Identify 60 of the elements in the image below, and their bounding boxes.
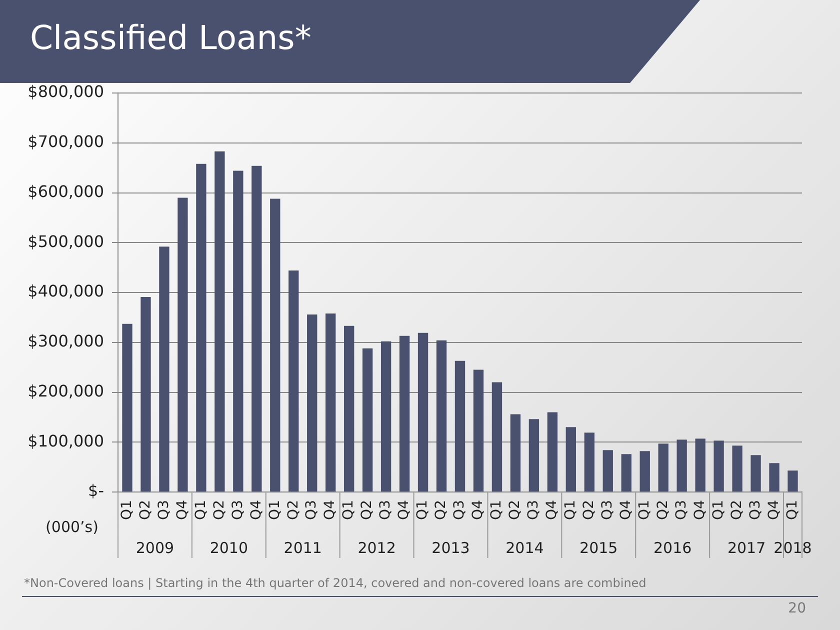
x-tick-label: Q3 (747, 500, 764, 520)
x-tick-label: Q4 (618, 500, 634, 520)
x-tick-label: Q1 (636, 500, 653, 520)
x-tick-label: Q2 (211, 500, 228, 520)
x-tick-label: Q2 (654, 500, 671, 520)
text: 2009 (136, 538, 174, 557)
y-tick-label: $800,000 (28, 82, 104, 102)
y-tick-label: $100,000 (28, 431, 104, 450)
x-tick-label: Q4 (248, 500, 264, 520)
y-tick-label: $500,000 (28, 232, 104, 251)
x-tick-label: Q3 (452, 500, 468, 520)
x-tick-label: Q1 (414, 500, 431, 520)
x-tick-label: Q2 (728, 500, 745, 520)
x-tick-label: Q2 (285, 500, 302, 520)
x-tick-label: Q1 (488, 500, 505, 520)
chart-title: Classified Loans* (30, 18, 312, 57)
y-tick-label: $- (88, 481, 104, 500)
x-tick-label: Q4 (396, 500, 412, 520)
text: 2014 (506, 538, 544, 557)
x-tick-label: Q1 (340, 500, 357, 520)
x-tick-label: Q4 (544, 500, 560, 520)
x-tick-label: Q1 (192, 500, 209, 520)
text: 2015 (580, 538, 618, 557)
x-tick-label: Q3 (230, 500, 246, 520)
text: 2010 (210, 538, 248, 557)
x-tick-label: Q4 (174, 500, 190, 520)
x-tick-label: Q4 (322, 500, 338, 520)
y-tick-label: $200,000 (28, 381, 104, 400)
x-tick-label: Q1 (562, 500, 579, 520)
x-tick-label: Q2 (581, 500, 598, 520)
x-tick-label: Q1 (118, 500, 135, 520)
text: 2011 (284, 538, 322, 557)
x-tick-label: Q2 (137, 500, 154, 520)
text: 2016 (654, 538, 692, 557)
x-tick-label: Q1 (266, 500, 283, 520)
x-tick-label: Q3 (600, 500, 616, 520)
x-tick-label: Q2 (507, 500, 524, 520)
y-axis-title: (000’s) (46, 518, 98, 536)
x-tick-label: Q3 (304, 500, 320, 520)
y-tick-label: $600,000 (28, 182, 104, 201)
x-tick-label: Q4 (470, 500, 486, 520)
y-tick-label: $300,000 (28, 332, 104, 351)
x-tick-label: Q1 (784, 500, 800, 520)
x-tick-label: Q3 (378, 500, 394, 520)
y-tick-label: $700,000 (28, 132, 104, 152)
y-tick-label: $400,000 (28, 282, 104, 301)
text: 20 (788, 600, 806, 617)
text: *Non-Covered loans | Starting in the 4th quarter of 2014, covered and non-covered loans are combined (24, 576, 646, 590)
x-tick-label: Q3 (526, 500, 542, 520)
text: 2018 (774, 538, 812, 557)
x-tick-label: Q4 (766, 500, 782, 520)
x-tick-label: Q4 (692, 500, 708, 520)
x-tick-label: Q2 (433, 500, 450, 520)
x-tick-label: Q3 (156, 500, 172, 520)
text: 2017 (727, 538, 766, 557)
text: 2013 (432, 538, 470, 557)
text: 2012 (358, 538, 396, 557)
x-tick-label: Q1 (710, 500, 726, 520)
x-tick-label: Q2 (359, 500, 376, 520)
x-tick-label: Q3 (673, 500, 690, 520)
